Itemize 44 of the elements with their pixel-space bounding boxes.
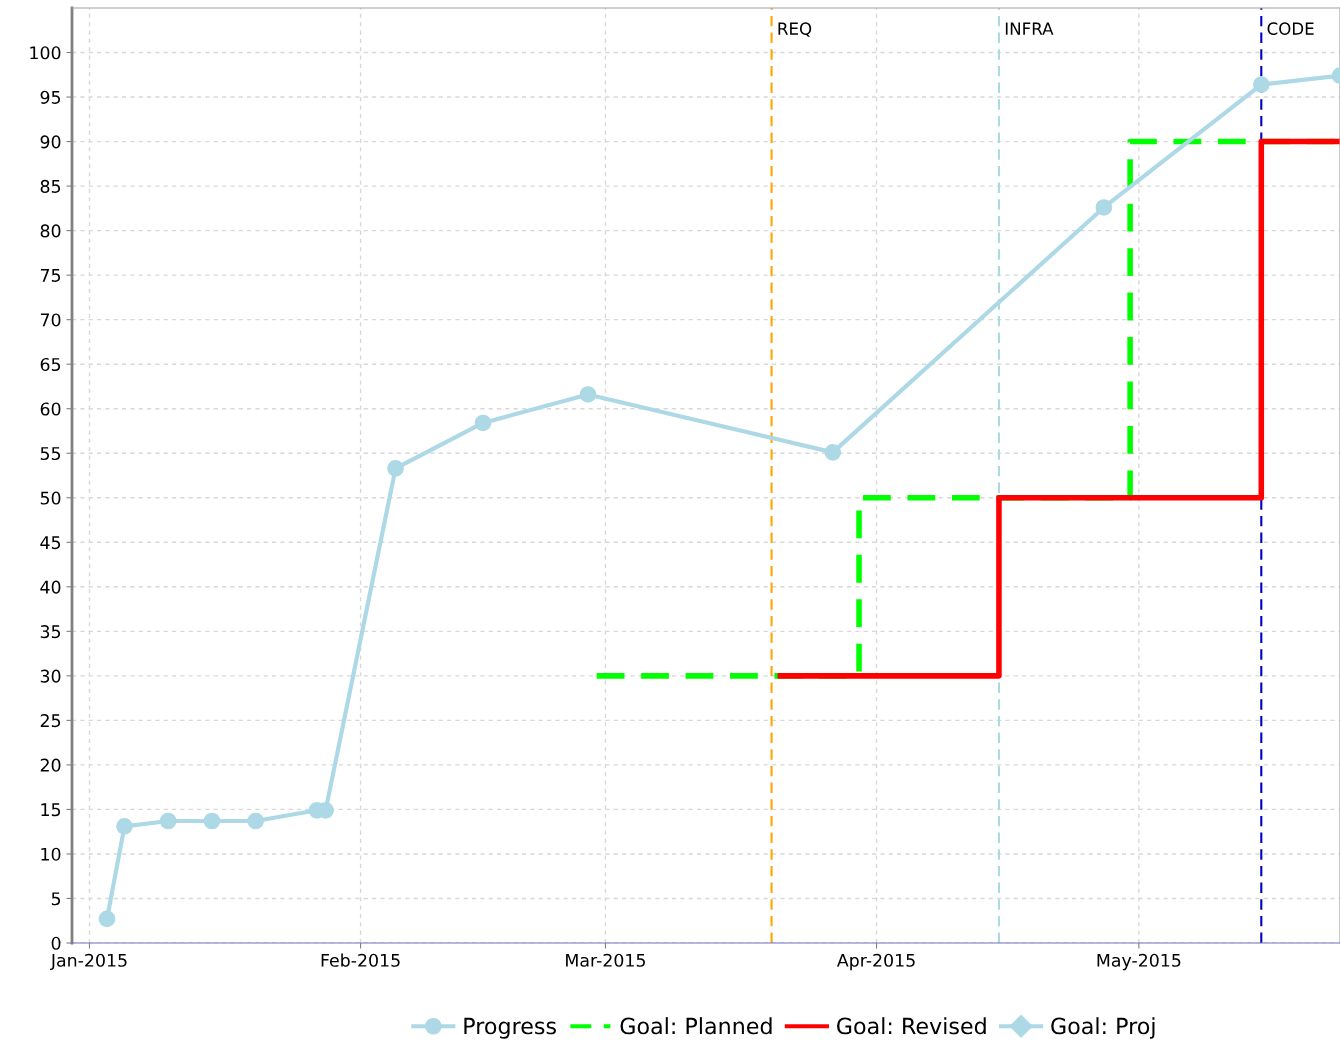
legend-label: Progress: [464, 1017, 556, 1039]
y-tick-label: 5: [51, 892, 61, 906]
y-tick-label: 0: [51, 936, 61, 950]
y-tick-label: 40: [40, 580, 61, 594]
y-tick-label: 55: [40, 447, 61, 461]
point: [387, 460, 404, 477]
y-tick-label: 95: [40, 90, 61, 104]
y-tick-label: 75: [40, 269, 61, 282]
point: [824, 444, 842, 461]
x-tick-label: Feb-2015: [321, 953, 400, 967]
ref-line-label: REQ: [778, 22, 812, 37]
x-tick-label: Mar-2015: [566, 953, 645, 967]
y-tick-label: 25: [40, 714, 61, 728]
point: [116, 818, 133, 835]
y-tick-label: 85: [40, 179, 61, 193]
y-tick-label: 80: [40, 224, 61, 238]
y-tick-label: 60: [40, 402, 61, 416]
x-tick-label: Jan-2015: [49, 953, 127, 971]
y-tick-label: 100: [30, 46, 61, 60]
y-tick-label: 65: [40, 357, 61, 372]
ref-line-label: CODE: [1267, 22, 1314, 35]
point: [98, 910, 116, 928]
y-tick-label: 20: [40, 758, 61, 772]
y-tick-label: 50: [40, 491, 61, 505]
y-tick-label: 90: [40, 135, 61, 149]
y-tick-label: 45: [40, 536, 61, 550]
y-tick-label: 70: [40, 313, 61, 327]
point: [159, 812, 177, 830]
y-tick-label: 35: [40, 625, 61, 639]
y-tick-label: 10: [41, 847, 61, 861]
legend-label: Goal: Planned: [620, 1017, 772, 1035]
point: [579, 386, 597, 403]
point: [1252, 76, 1270, 93]
x-tick-label: Apr-2015: [836, 953, 915, 971]
legend-label: Goal: Revised: [837, 1017, 986, 1035]
x-tick-label: May-2015: [1097, 953, 1181, 971]
ref-line-label: INFRA: [1005, 22, 1054, 35]
y-tick-label: 30: [40, 669, 61, 683]
y-tick-label: 15: [41, 803, 61, 817]
point: [474, 414, 492, 432]
point: [1095, 199, 1113, 216]
legend-label: Goal: Proj: [1051, 1017, 1155, 1039]
point: [203, 812, 221, 830]
point: [247, 812, 264, 830]
